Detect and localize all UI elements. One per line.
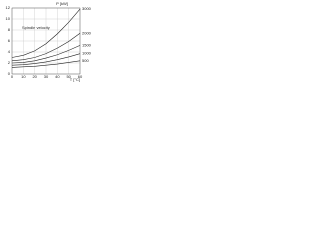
y-tick-label: 8 xyxy=(8,27,11,32)
series-line xyxy=(11,33,81,62)
y-tick-label: 4 xyxy=(8,49,11,54)
plot-frame xyxy=(11,7,81,75)
series-label: 2000 xyxy=(82,30,92,35)
series-label: 500 xyxy=(82,58,89,63)
x-tick-label: 50 xyxy=(66,74,71,79)
background xyxy=(0,0,100,86)
y-tick-label: 10 xyxy=(6,16,11,21)
series-line xyxy=(11,45,81,64)
y-tick-label: 6 xyxy=(8,38,11,43)
x-tick-label: 0 xyxy=(11,74,14,79)
y-tick-label: 12 xyxy=(6,5,11,10)
x-tick-label: 40 xyxy=(55,74,60,79)
series-label: 3000 xyxy=(82,6,92,11)
chart: P [kW] T [°C] Spindle velocity 0 2 4 6 8 10 12… xyxy=(0,0,100,86)
series-line xyxy=(11,53,81,66)
x-axis-label: T [°C] xyxy=(70,77,80,82)
x-tick-label: 10 xyxy=(21,74,26,79)
series-label: 1000 xyxy=(82,51,92,56)
y-tick-label: 2 xyxy=(8,60,11,65)
y-axis-label: P [kW] xyxy=(56,1,68,6)
series-label: 1500 xyxy=(82,42,92,47)
y-tick-label: 0 xyxy=(8,71,11,76)
annotation: Spindle velocity xyxy=(22,25,50,30)
x-tick-label: 60 xyxy=(78,74,83,79)
series-line xyxy=(11,60,81,68)
x-tick-label: 30 xyxy=(44,74,49,79)
x-tick-label: 20 xyxy=(32,74,37,79)
series-line xyxy=(11,8,81,58)
